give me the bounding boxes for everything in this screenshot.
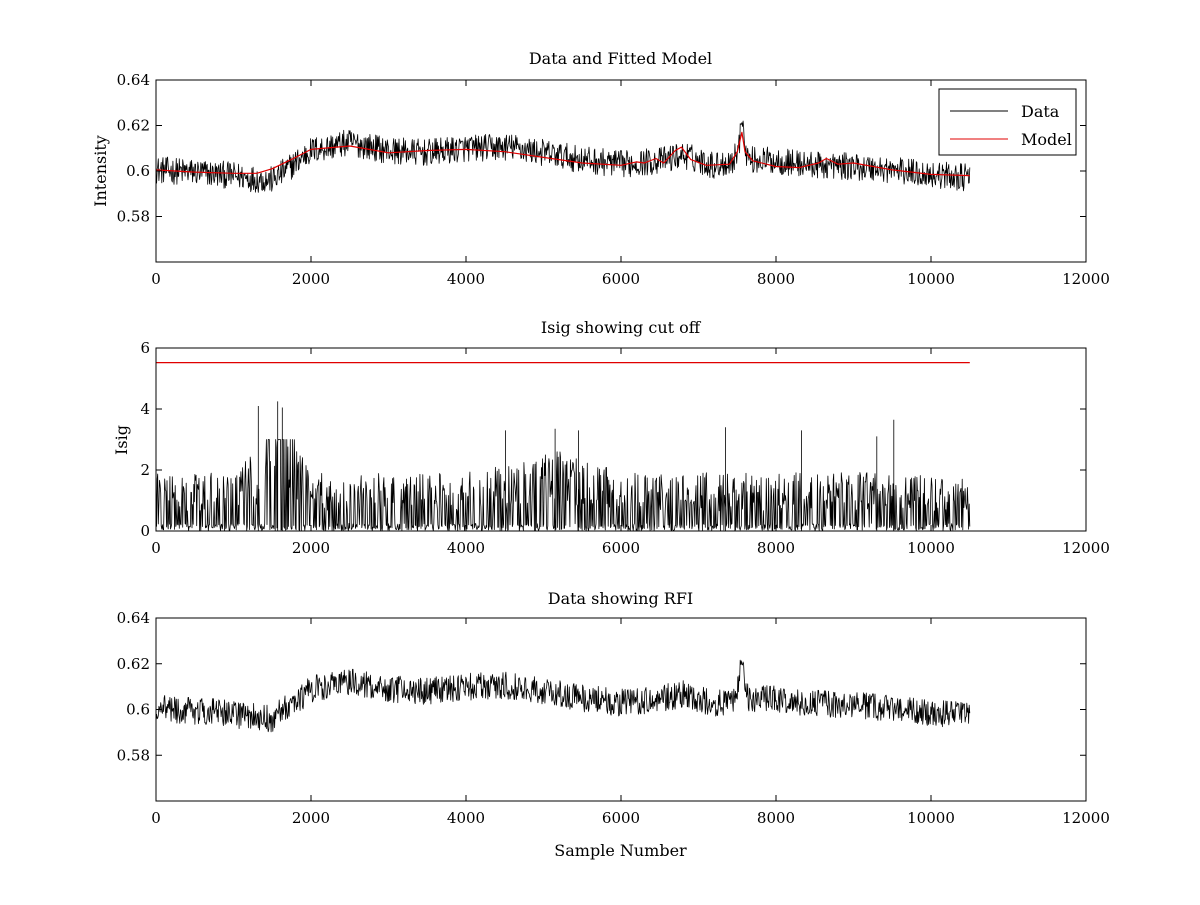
- y-tick-label: 0.58: [117, 208, 150, 226]
- series-layer: [156, 362, 971, 531]
- plot-frame: [155, 79, 1087, 263]
- plot-frame: [155, 347, 1087, 532]
- x-tick-label: 0: [151, 809, 161, 827]
- x-tick-label: 10000: [907, 809, 955, 827]
- y-tick-label: 0.64: [117, 71, 150, 89]
- y-tick-label: 0.62: [117, 117, 150, 135]
- x-tick-label: 0: [151, 270, 161, 288]
- series-line-model: [156, 131, 970, 177]
- x-tick-label: 4000: [447, 539, 485, 557]
- y-tick-label: 0.62: [117, 655, 150, 673]
- panel-title: Isig showing cut off: [541, 318, 702, 337]
- x-tick-label: 4000: [447, 270, 485, 288]
- y-axis-label: Isig: [112, 425, 131, 455]
- y-tick-label: 0.58: [117, 746, 150, 764]
- x-tick-label: 12000: [1062, 809, 1110, 827]
- x-tick-label: 2000: [292, 809, 330, 827]
- series-line-data: [156, 120, 971, 193]
- y-tick-label: 6: [140, 339, 150, 357]
- y-tick-label: 0.6: [126, 701, 150, 719]
- legend-label-data: Data: [1021, 102, 1060, 121]
- panel-title: Data and Fitted Model: [529, 49, 712, 68]
- plot-frame: [155, 617, 1087, 802]
- legend: Data Model: [938, 88, 1077, 156]
- y-tick-label: 0.64: [117, 609, 150, 627]
- x-tick-label: 8000: [757, 270, 795, 288]
- x-tick-label: 8000: [757, 809, 795, 827]
- y-tick-label: 0: [140, 522, 150, 540]
- tick-layer: 0 2000 4000 6000 8000 10000 12000 0.58 0.6 0.62 0.…: [117, 71, 1110, 288]
- legend-label-model: Model: [1021, 130, 1072, 149]
- x-tick-label: 2000: [292, 539, 330, 557]
- y-tick-label: 2: [140, 461, 150, 479]
- x-tick-label: 0: [151, 539, 161, 557]
- tick-layer: 0 2000 4000 6000 8000 10000 12000 0.58 0.6 0.62 0.…: [117, 609, 1110, 827]
- x-tick-label: 12000: [1062, 270, 1110, 288]
- series-layer: [156, 120, 971, 193]
- x-tick-label: 10000: [907, 539, 955, 557]
- x-tick-label: 10000: [907, 270, 955, 288]
- x-tick-label: 8000: [757, 539, 795, 557]
- panel-data-and-model: Data and Fitted Model Intensity 0 2000 400…: [91, 49, 1110, 288]
- panel-isig: Isig showing cut off Isig 0 2000 4000 6000 8…: [112, 318, 1110, 557]
- panel-data-showing-rfi: Data showing RFI 0 2000 4000 6000 8000 10000 1…: [117, 589, 1110, 860]
- x-tick-label: 2000: [292, 270, 330, 288]
- x-tick-label: 12000: [1062, 539, 1110, 557]
- x-tick-label: 6000: [602, 539, 640, 557]
- series-line-trace-0: [156, 401, 971, 531]
- y-axis-label: Intensity: [91, 135, 110, 207]
- legend-box: [938, 88, 1077, 156]
- tick-layer: 0 2000 4000 6000 8000 10000 12000 0 2 4 6: [140, 339, 1109, 557]
- series-line-trace-0: [156, 659, 971, 733]
- x-tick-label: 6000: [602, 809, 640, 827]
- x-axis-label: Sample Number: [554, 841, 687, 860]
- x-tick-label: 4000: [447, 809, 485, 827]
- panel-title: Data showing RFI: [548, 589, 693, 608]
- series-layer: [156, 659, 971, 733]
- y-tick-label: 0.6: [126, 162, 150, 180]
- y-tick-label: 4: [140, 400, 150, 418]
- x-tick-label: 6000: [602, 270, 640, 288]
